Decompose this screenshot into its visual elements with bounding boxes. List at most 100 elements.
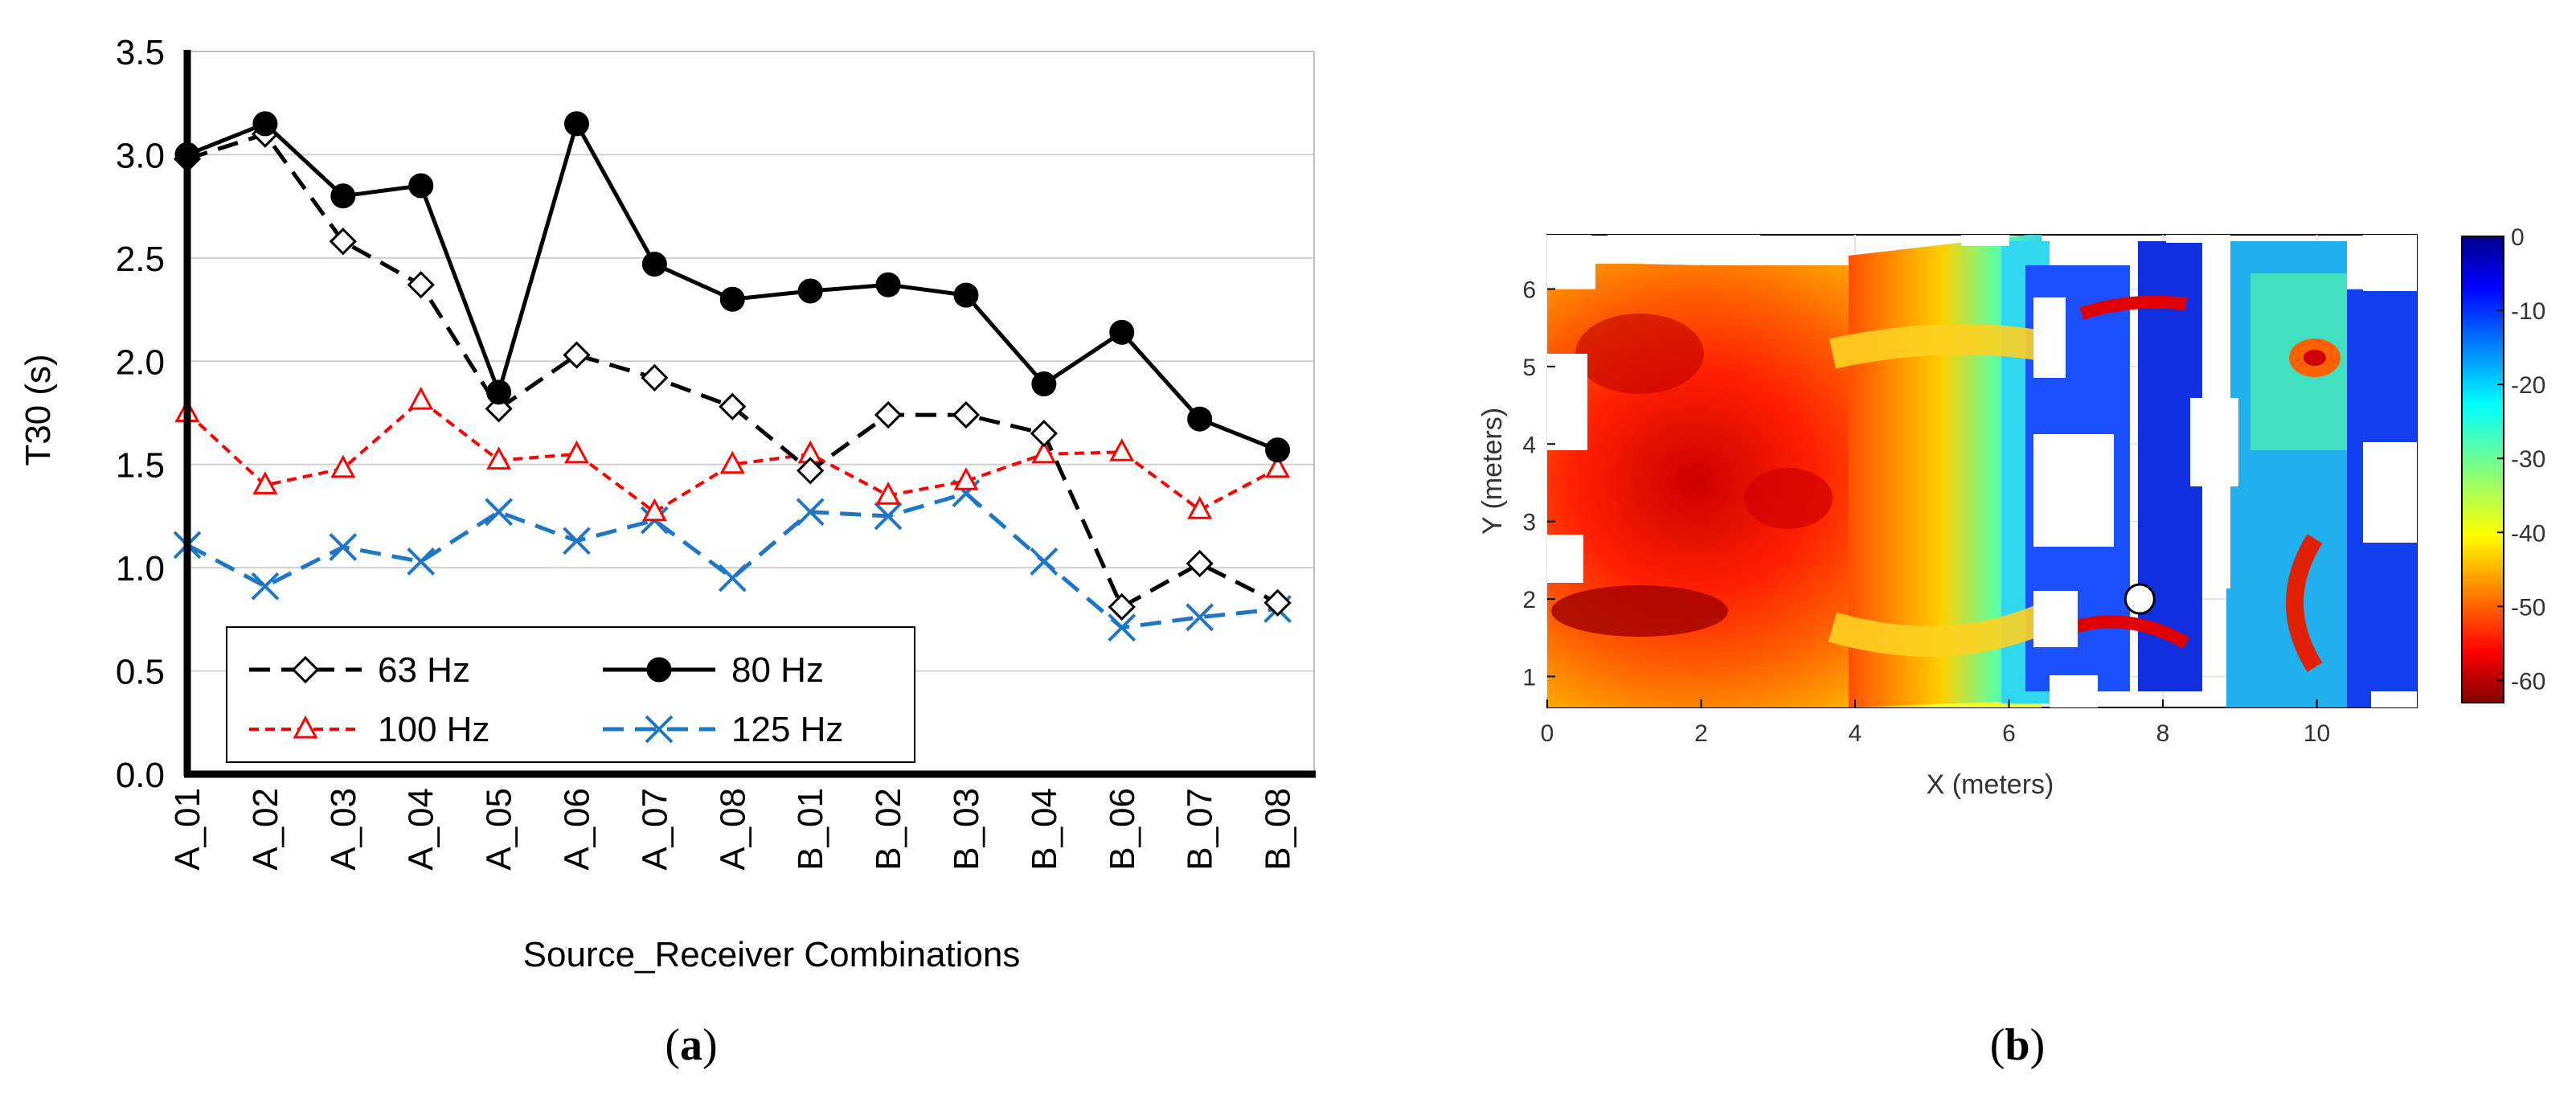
heat-region-blue-2 <box>2138 241 2202 691</box>
series-line <box>186 398 1279 515</box>
no-data-area-14 <box>2371 691 2417 707</box>
legend-marker <box>645 715 674 744</box>
data-point <box>330 454 356 478</box>
x-tick-label: A_01 <box>168 788 207 871</box>
y-tick-label: 1.5 <box>116 446 165 486</box>
data-point <box>329 533 358 561</box>
data-point <box>718 564 747 593</box>
data-point <box>641 498 667 522</box>
data-point <box>953 282 979 308</box>
y-tick-label: 2.0 <box>116 342 165 382</box>
legend-item: 63 Hz <box>249 650 470 690</box>
data-point <box>563 111 589 137</box>
no-data-area-10 <box>2190 398 2238 486</box>
source-marker <box>2123 583 2156 615</box>
data-point <box>1186 603 1214 632</box>
x-tick-label: 0 <box>1541 720 1554 747</box>
x-tick-label: A_07 <box>635 788 674 871</box>
data-point <box>252 111 278 137</box>
x-tick-label: 10 <box>2304 720 2330 747</box>
data-point <box>1030 547 1059 576</box>
x-tick-label: B_03 <box>947 788 986 871</box>
data-point <box>641 363 669 392</box>
hot-spot-2 <box>1744 468 1833 529</box>
y-tick-label: 0.5 <box>116 653 165 692</box>
hot-spot-5 <box>2304 350 2326 366</box>
x-tick-label: A_06 <box>557 788 596 871</box>
colorbar-tick-label: -30 <box>2511 446 2545 473</box>
colorbar-tick-label: -60 <box>2511 668 2545 695</box>
legend-box <box>226 626 915 763</box>
data-point <box>330 183 356 209</box>
data-point <box>1187 496 1213 519</box>
data-point <box>563 440 590 464</box>
legend-item: 100 Hz <box>249 710 489 749</box>
hot-spot-1 <box>1551 585 1728 637</box>
no-data-area-3 <box>1547 535 1583 583</box>
y-tick-label: 4 <box>1522 432 1536 458</box>
legend-label: 125 Hz <box>731 710 843 749</box>
x-tick-label: 6 <box>2002 720 2016 747</box>
series-63-hz <box>173 120 1292 621</box>
yellow-band-1 <box>1829 324 2045 369</box>
no-data-area-8 <box>2050 675 2098 707</box>
y-tick-label: 5 <box>1522 355 1536 381</box>
x-tick-label: 2 <box>1694 720 1708 747</box>
legend-marker <box>291 655 320 684</box>
data-point <box>1109 319 1135 345</box>
y-tick-label: 0.0 <box>116 756 165 795</box>
x-tick-label: B_01 <box>791 788 830 871</box>
x-tick-label: A_02 <box>246 788 285 871</box>
x-tick-label: A_05 <box>480 788 519 871</box>
red-streak-3 <box>2286 534 2323 672</box>
x-tick-labels: A_01 A_02 A_03 A_04 A_05 A_06 A_07 A_08 B_01 B_02… <box>168 788 1298 871</box>
y-tick-label: 6 <box>1522 277 1536 303</box>
no-data-area-15 <box>1961 235 2009 246</box>
legend: 63 Hz 80 Hz 100 Hz 125 Hz <box>226 626 915 763</box>
y-tick-label: 1 <box>1522 664 1536 691</box>
data-point <box>407 547 436 576</box>
x-tick-label: A_08 <box>713 788 752 871</box>
data-point <box>329 228 357 256</box>
data-point <box>953 467 979 490</box>
y-tick-label: 3 <box>1522 510 1536 536</box>
series-line <box>186 490 1278 630</box>
data-point <box>563 341 591 369</box>
data-point <box>875 272 901 297</box>
data-point <box>407 271 435 299</box>
x-tick-label: B_08 <box>1259 788 1298 871</box>
legend-label: 80 Hz <box>731 650 824 690</box>
colorbar-ticks: 0 -10 -20 -30 -40 -50 -60 <box>2497 224 2545 695</box>
no-data-area-2 <box>1547 354 1587 450</box>
data-point <box>952 400 981 429</box>
x-tick-label: B_07 <box>1181 788 1220 871</box>
no-data-area-1 <box>1547 235 1591 283</box>
data-point <box>1031 371 1057 397</box>
data-point <box>1108 613 1136 642</box>
x-tick-label: B_06 <box>1103 788 1142 871</box>
y-tick-label: 2 <box>1522 587 1536 613</box>
line-chart-panel-a: 0.00.51.01.52.02.53.03.5 A_01 A_02 A_03 A_0… <box>18 33 1316 974</box>
legend-item: 80 Hz <box>603 650 824 690</box>
data-point <box>252 471 278 494</box>
data-point <box>1030 420 1058 448</box>
data-point <box>719 286 745 312</box>
data-point <box>1109 438 1135 461</box>
red-streak-2 <box>2071 615 2189 649</box>
no-data-area-11 <box>2363 235 2417 291</box>
x-axis-title: Source_Receiver Combinations <box>523 935 1021 974</box>
data-point <box>797 278 823 304</box>
x-tick-label: A_03 <box>324 788 363 871</box>
data-point <box>1263 588 1292 617</box>
data-point <box>874 502 903 531</box>
data-point <box>1108 593 1136 621</box>
data-point <box>797 457 825 485</box>
data-point <box>1265 437 1291 463</box>
colorbar <box>2461 236 2504 703</box>
x-tick-label: B_02 <box>869 788 908 871</box>
series-group <box>173 111 1292 642</box>
colorbar-tick-label: -20 <box>2511 372 2545 399</box>
no-data-area-6 <box>2033 434 2114 547</box>
